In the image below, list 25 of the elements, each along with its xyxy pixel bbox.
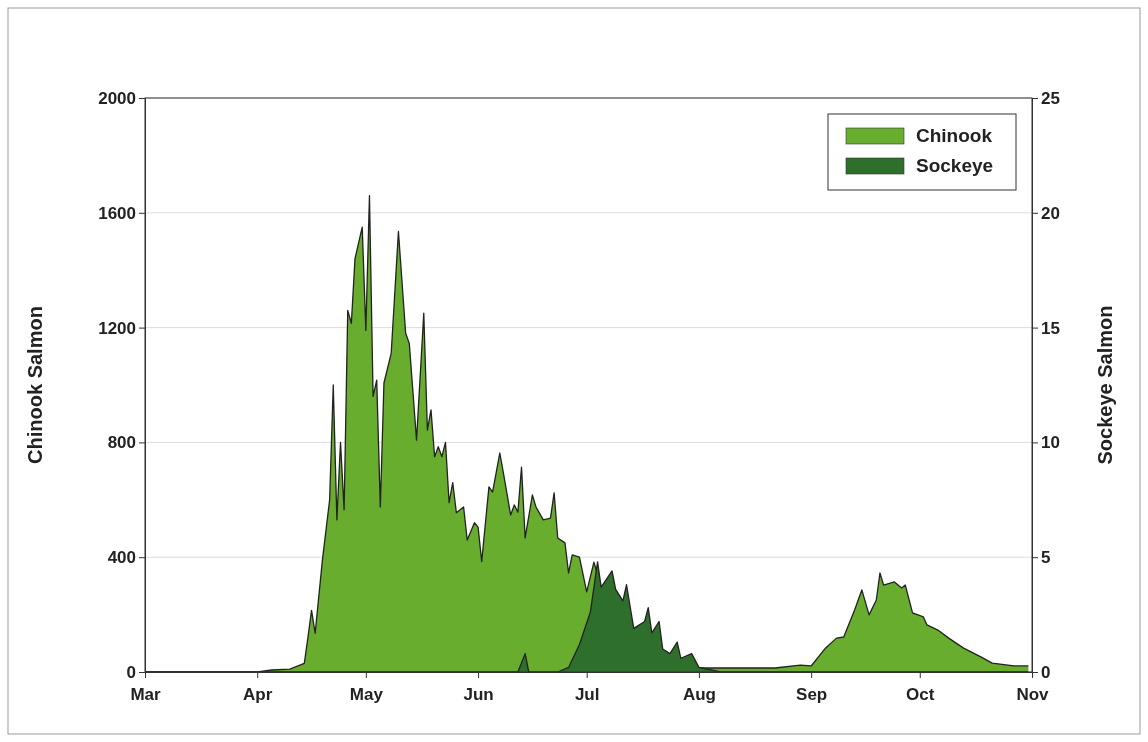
x-tick-label: Nov [1016, 684, 1050, 704]
x-tick-label: Mar [130, 684, 161, 704]
x-tick-label: Apr [243, 684, 273, 704]
y-tick-label: 1600 [98, 203, 136, 223]
legend-label: Chinook [916, 125, 993, 146]
x-tick-label: Aug [682, 684, 716, 704]
y2-axis-title: Sockeye Salmon [1094, 305, 1116, 465]
y2-tick-label: 10 [1041, 433, 1060, 453]
x-tick-label: Sep [796, 684, 828, 704]
x-tick-label: May [349, 684, 384, 704]
x-tick-label: Jun [463, 684, 494, 704]
y-tick-label: 400 [107, 548, 136, 568]
y2-tick-label: 0 [1041, 662, 1051, 682]
y2-tick-label: 5 [1041, 548, 1051, 568]
y2-tick-label: 20 [1041, 203, 1060, 223]
y2-tick-label: 15 [1041, 318, 1060, 338]
y-tick-label: 800 [107, 433, 136, 453]
y2-tick-label: 25 [1041, 88, 1060, 108]
legend-label: Sockeye [916, 155, 994, 176]
x-tick-label: Jul [574, 684, 600, 704]
x-tick-label: Oct [906, 684, 935, 704]
y-axis-title: Chinook Salmon [24, 306, 46, 464]
y-tick-label: 2000 [98, 88, 136, 108]
y-tick-label: 0 [126, 662, 136, 682]
y-tick-label: 1200 [98, 318, 136, 338]
